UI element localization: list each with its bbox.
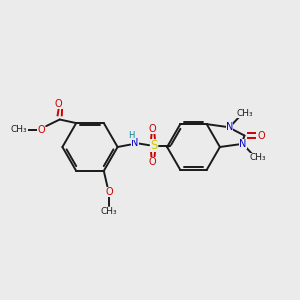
- Text: CH₃: CH₃: [11, 125, 28, 134]
- Text: S: S: [150, 139, 157, 152]
- Text: O: O: [105, 187, 113, 197]
- Text: O: O: [148, 124, 156, 134]
- Text: O: O: [257, 130, 265, 141]
- Text: N: N: [131, 138, 139, 148]
- Text: CH₃: CH₃: [236, 109, 253, 118]
- Text: O: O: [37, 125, 45, 135]
- Text: CH₃: CH₃: [250, 153, 266, 162]
- Text: N: N: [239, 139, 247, 149]
- Text: H: H: [128, 131, 135, 140]
- Text: O: O: [55, 99, 63, 109]
- Text: O: O: [148, 157, 156, 167]
- Text: N: N: [226, 122, 233, 132]
- Text: CH₃: CH₃: [101, 207, 118, 216]
